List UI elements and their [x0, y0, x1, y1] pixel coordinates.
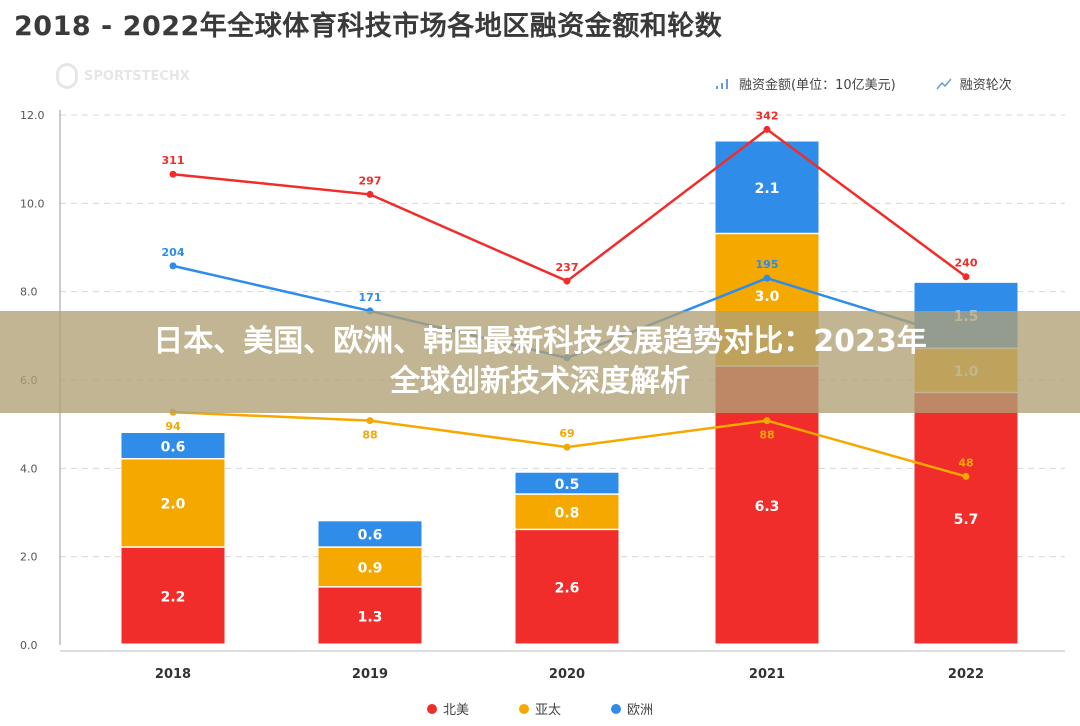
legend-item-europe[interactable]: 欧洲: [611, 699, 653, 718]
bar-value-label: 2.2: [161, 589, 186, 605]
legend-label: 北美: [442, 703, 469, 718]
bar-value-label: 0.9: [358, 561, 383, 577]
bar-segment: [515, 494, 619, 529]
chart-title: 2018 - 2022年全球体育科技市场各地区融资金额和轮数: [14, 11, 723, 42]
legend-dot-icon: [611, 703, 621, 714]
rounds-point: [366, 417, 374, 425]
y-tick-label: 0.0: [20, 639, 38, 652]
rounds-point: [563, 443, 571, 451]
x-tick-label: 2021: [749, 667, 785, 682]
rounds-label: 237: [556, 261, 579, 274]
legend-bars-label: 融资金额(单位：10亿美元): [739, 78, 896, 93]
bar-value-label: 6.3: [755, 499, 780, 515]
legend-label: 欧洲: [627, 703, 654, 718]
bar-value-label: 3.0: [755, 289, 780, 305]
bar-value-label: 0.8: [555, 506, 580, 522]
legend-dot-icon: [426, 703, 437, 714]
rounds-point: [763, 417, 771, 425]
rounds-label: 204: [162, 246, 185, 259]
bar-segment: [318, 547, 422, 587]
y-tick-label: 2.0: [20, 551, 38, 564]
rounds-label: 88: [362, 429, 377, 442]
legend-dot-icon: [518, 703, 529, 714]
rounds-label: 195: [756, 258, 779, 271]
rounds-label: 88: [759, 429, 774, 442]
rounds-line: [172, 410, 967, 478]
rounds-label: 94: [165, 420, 181, 433]
rounds-label: 48: [958, 456, 973, 469]
rounds-point: [763, 274, 771, 282]
legend-label: 亚太: [534, 703, 561, 718]
rounds-point: [962, 273, 970, 281]
line-chart-icon: [936, 78, 952, 89]
bar-value-label: 5.7: [954, 512, 979, 528]
overlay-banner: 日本、美国、欧洲、韩国最新科技发展趋势对比：2023年全球创新技术深度解析: [0, 311, 1080, 413]
rounds-point: [563, 277, 571, 285]
rounds-label: 297: [359, 174, 382, 187]
bar-segment: [318, 521, 422, 547]
bar-value-label: 1.3: [358, 609, 383, 625]
legend-lines-label: 融资轮次: [959, 78, 1012, 93]
legend-item-north-america[interactable]: 北美: [426, 699, 469, 718]
watermark-logo: SPORTSTECHX: [56, 63, 190, 89]
rounds-label: 171: [359, 291, 382, 304]
x-tick-label: 2018: [155, 667, 191, 682]
bar-value-label: 2.0: [161, 497, 186, 513]
watermark-text: SPORTSTECHX: [84, 68, 190, 84]
rounds-label: 342: [756, 109, 779, 122]
rounds-point: [169, 170, 177, 178]
bar-chart-icon: [716, 78, 728, 89]
bar-segment: [121, 547, 225, 644]
bar-segment: [515, 530, 619, 644]
rounds-point: [169, 262, 177, 270]
rounds-label: 311: [162, 154, 185, 167]
x-tick-label: 2020: [549, 667, 585, 682]
bar-segment: [121, 459, 225, 547]
y-tick-label: 12.0: [20, 109, 45, 122]
legend-lines[interactable]: 融资轮次: [936, 74, 1012, 93]
legend-top: 融资金额(单位：10亿美元) 融资轮次: [715, 74, 1052, 93]
x-tick-label: 2019: [352, 667, 388, 682]
legend-bars[interactable]: 融资金额(单位：10亿美元): [715, 74, 896, 93]
legend-item-asia-pacific[interactable]: 亚太: [518, 699, 561, 718]
x-tick-label: 2022: [948, 667, 984, 682]
banner-text: 日本、美国、欧洲、韩国最新科技发展趋势对比：2023年全球创新技术深度解析: [153, 324, 927, 399]
y-tick-label: 4.0: [20, 462, 38, 475]
bar-value-label: 2.1: [755, 181, 780, 197]
bar-segment: [914, 393, 1018, 644]
y-tick-label: 8.0: [20, 286, 38, 299]
bar-value-label: 0.6: [358, 528, 383, 544]
rounds-point: [366, 190, 374, 198]
rounds-point: [763, 125, 771, 133]
bar-segment: [318, 587, 422, 644]
bar-segment: [121, 433, 225, 458]
rounds-line: [172, 127, 967, 283]
bar-value-label: 2.6: [555, 581, 580, 597]
bar-value-label: 0.6: [161, 439, 186, 455]
bar-value-label: 0.5: [555, 477, 580, 493]
legend-bottom: 北美 亚太 欧洲: [0, 699, 1080, 718]
y-tick-label: 10.0: [20, 197, 45, 210]
rounds-label: 240: [955, 257, 978, 270]
bar-segment: [515, 472, 619, 494]
rounds-label: 69: [559, 427, 574, 440]
rounds-point: [962, 472, 970, 480]
